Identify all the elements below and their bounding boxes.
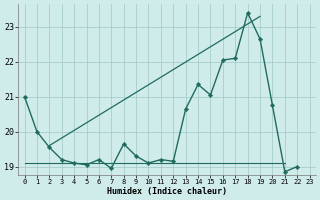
X-axis label: Humidex (Indice chaleur): Humidex (Indice chaleur): [107, 187, 227, 196]
